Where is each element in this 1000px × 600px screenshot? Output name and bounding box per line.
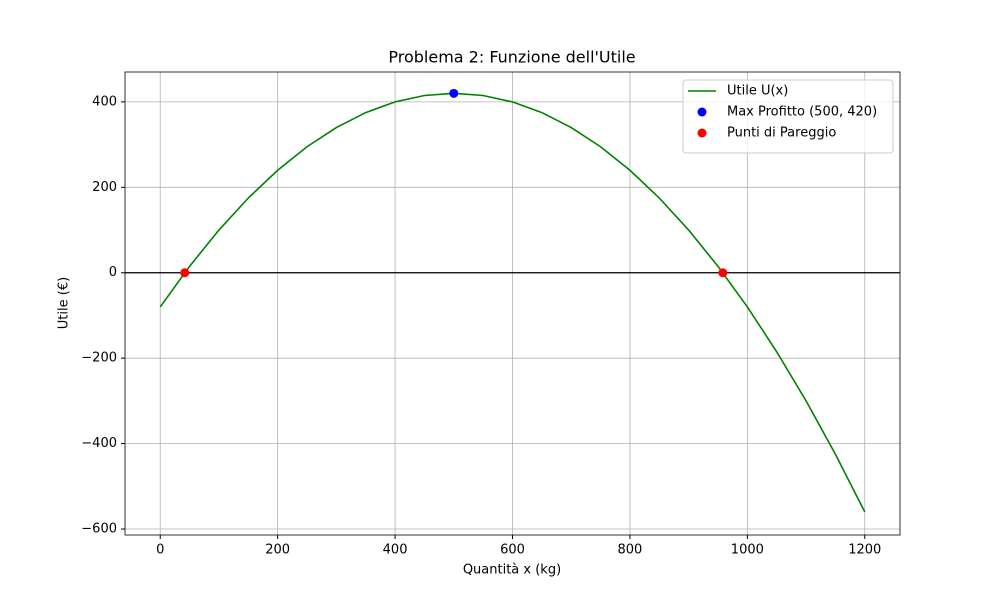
y-tick-label: −200 (81, 351, 117, 366)
data-line (159, 92, 866, 513)
data-point (180, 268, 190, 278)
data-point (449, 88, 459, 98)
x-tick-label: 0 (156, 543, 164, 558)
data-point (718, 268, 728, 278)
legend-swatch (697, 128, 707, 138)
y-tick-label: 0 (109, 265, 117, 280)
x-axis-label: Quantità x (kg) (463, 563, 561, 578)
y-tick-label: 400 (92, 94, 117, 109)
y-tick-label: −400 (81, 436, 117, 451)
plot-frame (124, 71, 901, 536)
legend-swatch (697, 107, 707, 117)
y-tick-label: −600 (81, 522, 117, 537)
x-tick-label: 1000 (731, 543, 764, 558)
legend-label: Utile U(x) (727, 84, 788, 99)
y-tick-label: 200 (92, 180, 117, 195)
legend-label: Max Profitto (500, 420) (727, 105, 877, 120)
x-tick-label: 800 (618, 543, 643, 558)
x-tick-label: 1200 (848, 543, 881, 558)
x-tick-label: 200 (265, 543, 290, 558)
y-axis-label: Utile (€) (57, 277, 72, 329)
chart-title: Problema 2: Funzione dell'Utile (388, 48, 635, 67)
legend-box (682, 79, 894, 154)
legend-label: Punti di Pareggio (727, 126, 836, 141)
x-tick-label: 400 (383, 543, 408, 558)
x-tick-label: 600 (500, 543, 525, 558)
